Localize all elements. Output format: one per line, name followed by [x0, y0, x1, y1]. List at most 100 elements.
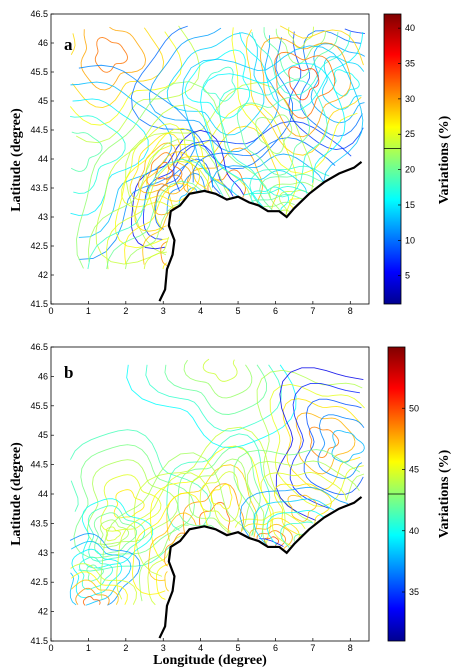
contour-line — [202, 358, 238, 382]
contour-line — [266, 521, 272, 543]
contour-line — [266, 509, 324, 546]
contour-line — [93, 512, 138, 555]
x-tick-label: 1 — [86, 306, 91, 316]
contour-line — [162, 262, 168, 270]
contour-line — [78, 149, 172, 238]
contour-line — [73, 444, 195, 559]
contour-line — [69, 429, 212, 505]
contour-line — [85, 572, 130, 606]
contour-line — [275, 37, 285, 85]
contour-line — [154, 158, 221, 230]
contour-line — [218, 79, 328, 198]
contour-line — [263, 536, 280, 546]
y-tick-label: 41.5 — [30, 299, 48, 309]
contour-line — [143, 236, 170, 270]
colorbar-tick-label: 25 — [405, 129, 415, 139]
contour-line — [212, 153, 324, 188]
y-tick-label: 46.5 — [30, 342, 48, 352]
contour-line — [323, 131, 363, 183]
contour-line — [78, 542, 177, 572]
contour-line — [280, 203, 288, 212]
contour-line — [321, 56, 365, 110]
contour-line — [142, 144, 234, 240]
contour-line — [236, 97, 311, 176]
contour-line — [132, 492, 208, 595]
colorbar-tick-label: 30 — [405, 94, 415, 104]
contour-line — [82, 596, 101, 606]
colorbar-b: 35 40 45 50 Variations (%) — [387, 346, 452, 642]
contour-line — [78, 556, 114, 590]
y-tick-label: 43.5 — [30, 183, 48, 193]
contour-line — [71, 131, 103, 150]
contour-line — [192, 137, 336, 183]
contour-line — [202, 66, 236, 102]
xticks-a: 0 1 2 3 4 5 6 7 8 — [48, 301, 353, 316]
contour-line — [231, 170, 308, 194]
contour-line — [142, 205, 179, 265]
yticks-a: 41.5 42 42.5 43 43.5 44 44.5 45 45.5 46 46.5 — [30, 9, 54, 309]
contour-line — [166, 433, 271, 531]
contour-line — [106, 180, 203, 270]
contour-line — [279, 25, 364, 66]
y-tick-label: 42 — [38, 270, 48, 280]
contour-line — [289, 383, 360, 509]
contour-line — [70, 563, 137, 605]
contour-line — [155, 563, 169, 600]
contour-line — [288, 31, 364, 151]
contour-line — [164, 532, 186, 567]
contour-line — [73, 149, 126, 194]
contour-line — [114, 127, 230, 249]
contour-line — [133, 426, 286, 577]
contour-line — [86, 459, 179, 545]
contour-line — [287, 494, 317, 522]
contour-line — [116, 472, 231, 600]
contours-a — [69, 25, 365, 270]
contour-line — [155, 161, 174, 180]
contour-line — [239, 31, 364, 112]
contour-line — [308, 426, 340, 459]
contour-line — [232, 359, 235, 365]
contour-line — [251, 31, 351, 96]
contour-line — [148, 27, 279, 153]
contour-line — [234, 511, 306, 530]
contour-line — [150, 445, 272, 563]
contour-line — [107, 572, 139, 606]
x-tick-label: 8 — [348, 306, 353, 316]
contour-line — [69, 54, 183, 126]
contour-line — [181, 45, 364, 197]
contour-line — [164, 31, 180, 55]
contour-line — [259, 173, 324, 211]
contour-line — [293, 533, 304, 542]
contour-line — [263, 27, 339, 80]
contour-line — [275, 367, 364, 521]
colorbar-ticks-b: 35 40 45 50 — [402, 403, 419, 597]
contour-line — [138, 142, 192, 195]
x-tick-label: 2 — [123, 306, 128, 316]
contour-line — [255, 114, 293, 155]
contour-line — [241, 496, 252, 531]
contour-line — [173, 120, 352, 192]
contour-line — [100, 452, 251, 600]
contour-line — [314, 506, 331, 525]
contour-line — [331, 430, 365, 463]
colorbar-gradient-a — [383, 13, 402, 305]
x-tick-label: 6 — [273, 306, 278, 316]
x-tick-label: 0 — [48, 643, 53, 653]
contour-line — [75, 587, 110, 605]
contour-line — [80, 29, 147, 91]
coastline-a — [158, 161, 363, 302]
contour-line — [70, 149, 103, 172]
x-tick-label: 1 — [86, 643, 91, 653]
contour-line — [263, 201, 295, 207]
contour-line — [269, 181, 315, 212]
contour-line — [188, 458, 252, 534]
contour-line — [274, 51, 336, 119]
y-tick-label: 46 — [38, 371, 48, 381]
y-tick-label: 42 — [38, 607, 48, 617]
contour-line — [105, 526, 121, 542]
contour-line — [183, 359, 253, 399]
y-tick-label: 44 — [38, 489, 48, 499]
x-tick-label: 3 — [161, 306, 166, 316]
contour-line — [279, 542, 285, 547]
